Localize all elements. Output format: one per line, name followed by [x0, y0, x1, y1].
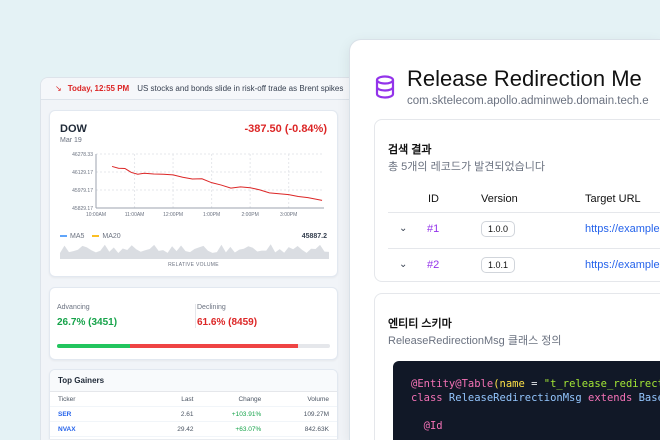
version-badge: 1.0.0 [481, 221, 516, 237]
news-headline[interactable]: US stocks and bonds slide in risk-off tr… [137, 84, 344, 93]
chevron-down-icon[interactable]: ⌄ [399, 223, 408, 234]
declining-fill [129, 344, 299, 348]
advancing-fill [57, 344, 130, 348]
y-tick-label: 45829.17 [72, 206, 93, 212]
entity-schema-card: 엔티티 스키마 ReleaseRedirectionMsg 클래스 정의 @En… [374, 293, 660, 440]
index-change: -387.50 (-0.84%) [244, 123, 327, 135]
results-title: 검색 결과 [388, 144, 432, 156]
schema-title: 엔티티 스키마 [388, 318, 452, 330]
page-subtitle: com.sktelecom.apollo.adminweb.domain.tec… [407, 95, 649, 107]
gainers-title: Top Gainers [50, 370, 337, 392]
volume-label: RELATIVE VOLUME [168, 262, 219, 268]
volume-area [60, 244, 329, 259]
news-ticker[interactable]: ↘ Today, 12:55 PM US stocks and bonds sl… [41, 78, 359, 100]
schema-subtitle: ReleaseRedirectionMsg 클래스 정의 [388, 335, 562, 347]
x-tick-label: 11:00AM [125, 212, 145, 218]
chart-legend: MA5 MA20 [60, 233, 121, 240]
x-tick-label: 2:00PM [242, 212, 259, 218]
chevron-down-icon[interactable]: ⌄ [399, 259, 408, 270]
table-row[interactable]: ⌄ #2 1.0.1 https://example [399, 257, 660, 273]
trend-down-icon: ↘ [55, 84, 62, 93]
market-panel: ↘ Today, 12:55 PM US stocks and bonds sl… [40, 77, 360, 440]
gainers-header: Ticker Last Change Volume [50, 392, 337, 407]
breadth-card: Advancing 26.7% (3451) Declining 61.6% (84… [49, 287, 338, 360]
y-tick-label: 45979.17 [72, 188, 93, 194]
table-row[interactable]: NVAX 29.42 +63.07% 842.63K [50, 422, 337, 437]
search-results-card: 검색 결과 총 5개의 레코드가 발견되었습니다 ID Version Targ… [374, 119, 660, 282]
target-url-link[interactable]: https://example [585, 223, 660, 235]
declining: Declining 61.6% (8459) [195, 304, 258, 328]
price-line [111, 165, 323, 201]
x-tick-label: 10:00AM [86, 212, 106, 218]
x-tick-label: 3:00PM [280, 212, 297, 218]
news-time: Today, 12:55 PM [67, 84, 130, 93]
results-count: 총 5개의 레코드가 발견되었습니다 [388, 161, 545, 173]
col-id[interactable]: ID [428, 193, 439, 205]
legend-ma20[interactable]: MA20 [92, 233, 121, 240]
x-tick-label: 12:00PM [163, 212, 183, 218]
legend-ma5[interactable]: MA5 [60, 233, 84, 240]
detail-panel: Release Redirection Me com.sktelecom.apo… [349, 39, 660, 440]
version-badge: 1.0.1 [481, 257, 516, 273]
code-block[interactable]: @Entity@Table(name = "t_release_redirect… [393, 361, 660, 440]
target-url-link[interactable]: https://example [585, 259, 660, 271]
col-version[interactable]: Version [481, 193, 518, 205]
database-icon [375, 75, 395, 99]
x-tick-label: 1:00PM [203, 212, 220, 218]
index-date: Mar 19 [60, 137, 82, 144]
table-row[interactable]: ⌄ #1 1.0.0 https://example [399, 221, 660, 237]
page-title: Release Redirection Me [407, 66, 642, 91]
table-row[interactable]: SER 2.61 +103.91% 109.27M [50, 407, 337, 422]
index-name: DOW [60, 123, 87, 135]
top-gainers-card: Top Gainers Ticker Last Change Volume SER 2.… [49, 369, 338, 439]
y-tick-label: 46129.17 [72, 170, 93, 176]
advancing: Advancing 26.7% (3451) [57, 304, 118, 328]
last-value: 45887.2 [301, 233, 327, 240]
breadth-bar [57, 344, 330, 348]
y-tick-label: 46278.33 [72, 152, 93, 158]
dow-card: DOW Mar 19 -387.50 (-0.84%) 46278.33 4612… [49, 110, 338, 277]
col-target-url[interactable]: Target URL [585, 193, 641, 205]
